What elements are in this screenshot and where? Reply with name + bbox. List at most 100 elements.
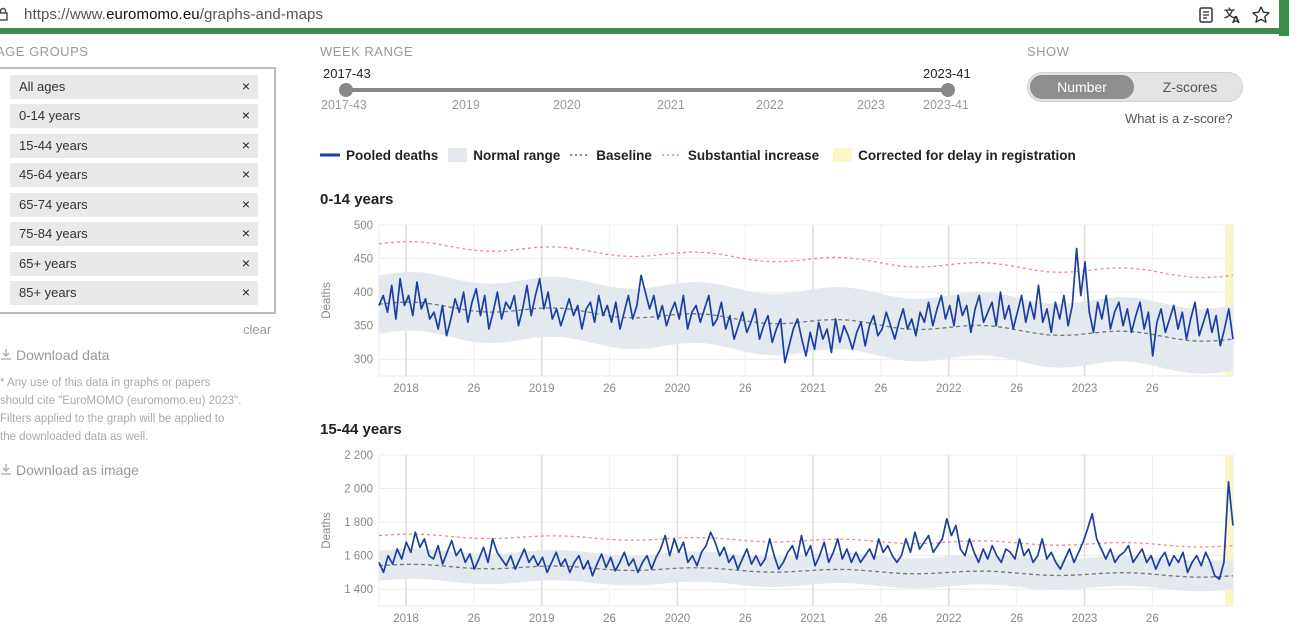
legend-corrected[interactable]: Corrected for delay in registration [829,148,1076,163]
remove-icon[interactable]: × [241,107,250,123]
browser-toolbar: https://www.euromomo.eu/graphs-and-maps … [0,0,1289,36]
bookmark-star-icon[interactable] [1251,5,1271,25]
pooled-deaths-line [378,247,1234,364]
remove-icon[interactable]: × [241,196,250,212]
y-axis-label: Deaths [321,282,333,319]
chart-title-0-14: 0-14 years [320,191,394,208]
range-scale-label: 2023-41 [923,98,969,112]
remove-icon[interactable]: × [241,225,250,241]
x-tick-label: 26 [467,613,480,625]
legend-baseline-label: Baseline [596,147,652,163]
x-tick-label: 2022 [936,613,962,625]
y-tick-label: 1 400 [344,584,373,596]
show-title: SHOW [1027,44,1070,59]
y-tick-label: 350 [354,321,373,333]
chart-15-44-years[interactable]: 1 400 1 600 1 800 2 000 2 200 2018 26 2019 26 202… [312,446,1242,639]
download-image-link[interactable]: Download as image [0,462,139,478]
y-tick-label: 500 [354,220,373,232]
remove-icon[interactable]: × [241,137,250,153]
download-icon [1,349,11,360]
x-tick-label: 26 [467,383,480,395]
range-start-value: 2017-43 [323,66,371,81]
x-tick-label: 2019 [529,383,555,395]
age-chip[interactable]: 75-84 years × [10,222,258,246]
y-tick-label: 300 [354,354,373,366]
range-end-handle[interactable] [941,83,955,97]
age-chip[interactable]: All ages × [10,75,258,99]
range-end-value: 2023-41 [923,66,971,81]
download-icon [1,464,11,475]
chip-label: 15-44 years [19,138,88,153]
legend-normal-label: Normal range [473,147,561,163]
legend-substantial-label: Substantial increase [687,147,820,163]
number-option[interactable]: Number [1030,75,1134,99]
chip-label: 65+ years [19,256,77,271]
range-scale-label: 2023 [857,98,885,112]
window-edge [1279,0,1289,36]
age-chip[interactable]: 65-74 years × [10,193,258,217]
range-scale-label: 2017-43 [321,98,367,112]
range-scale-label: 2019 [452,98,480,112]
toolbar-divider [0,30,1289,34]
legend-substantial[interactable]: Substantial increase [661,147,820,163]
remove-icon[interactable]: × [241,255,250,271]
age-chip[interactable]: 0-14 years × [10,104,258,128]
remove-icon[interactable]: × [241,166,250,182]
x-tick-label: 26 [603,613,616,625]
url-path: /graphs-and-maps [199,6,324,23]
zscores-option[interactable]: Z-scores [1162,79,1218,95]
note-line: should cite "EuroMOMO (euromomo.eu) 2023… [0,395,242,407]
remove-icon[interactable]: × [241,78,250,94]
y-tick-label: 1 600 [344,551,373,563]
x-tick-label: 2021 [800,383,826,395]
baseline-line [378,301,1234,342]
note-line: * Any use of this data in graphs or pape… [0,377,211,389]
chip-label: All ages [19,79,66,94]
baseline-line [378,563,1234,578]
svg-text:A: A [1232,15,1240,25]
x-tick-label: 2021 [800,613,826,625]
x-tick-label: 2023 [1072,613,1098,625]
y-tick-label: 1 800 [344,517,373,529]
chip-label: 0-14 years [19,108,81,123]
zscore-help-link[interactable]: What is a z-score? [1125,111,1233,126]
legend-pooled-label: Pooled deaths [346,147,439,163]
clear-link[interactable]: clear [243,322,272,337]
x-tick-label: 2022 [936,383,962,395]
age-chip[interactable]: 45-64 years × [10,163,258,187]
legend-corrected-label: Corrected for delay in registration [858,147,1076,163]
address-bar[interactable]: https://www.euromomo.eu/graphs-and-maps [24,6,323,23]
reader-view-icon[interactable] [1196,5,1216,25]
age-chip[interactable]: 15-44 years × [10,134,258,158]
range-scale-label: 2021 [657,98,685,112]
y-tick-label: 2 200 [344,450,373,462]
baseline-swatch [570,154,591,156]
download-image-label: Download as image [16,462,139,478]
translate-icon[interactable]: 文 A [1223,5,1243,25]
x-tick-label: 26 [875,613,888,625]
legend-normal-range[interactable]: Normal range [448,148,560,163]
range-slider-track[interactable] [344,88,950,92]
y-tick-label: 2 000 [344,484,373,496]
remove-icon[interactable]: × [241,284,250,300]
legend-baseline[interactable]: Baseline [570,148,652,163]
download-data-link[interactable]: Download data [0,347,109,363]
range-start-handle[interactable] [339,83,353,97]
substantial-increase-line [378,533,1234,548]
show-toggle: Number Z-scores [1027,72,1243,102]
age-chip[interactable]: 65+ years × [10,252,258,276]
chart-0-14-years[interactable]: 300 350 400 450 500 2018 26 2019 26 2020 26 2021 26 2… [312,216,1242,400]
age-chip[interactable]: 85+ years × [10,281,258,305]
normal-range-area [379,548,1233,592]
url-domain: euromomo.eu [106,6,200,23]
x-tick-label: 2018 [393,383,419,395]
week-range-title: WEEK RANGE [320,44,414,59]
pooled-swatch [320,153,340,157]
legend-pooled[interactable]: Pooled deaths [320,148,438,163]
x-tick-label: 26 [1010,613,1023,625]
chip-label: 65-74 years [19,197,88,212]
x-tick-label: 2020 [665,383,691,395]
svg-text:文: 文 [1224,6,1236,20]
substantial-swatch [661,154,682,156]
chart-title-15-44: 15-44 years [320,421,402,438]
